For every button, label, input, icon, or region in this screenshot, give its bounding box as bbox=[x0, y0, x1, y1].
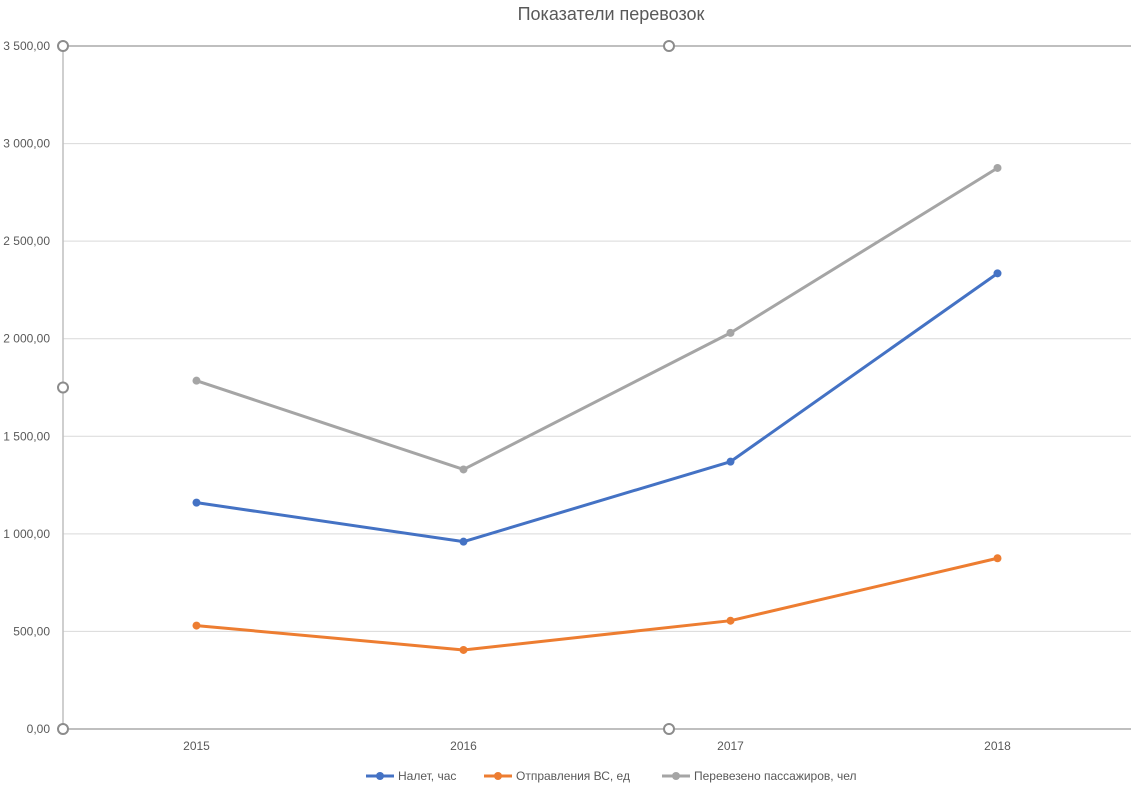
y-tick-label: 3 000,00 bbox=[3, 137, 50, 151]
resize-handle[interactable] bbox=[57, 40, 69, 52]
data-point bbox=[726, 457, 735, 466]
data-point bbox=[192, 498, 201, 507]
legend-label: Перевезено пассажиров, чел bbox=[694, 769, 856, 783]
resize-handle[interactable] bbox=[57, 723, 69, 735]
x-tick-label: 2016 bbox=[450, 739, 477, 753]
x-tick-label: 2015 bbox=[183, 739, 210, 753]
y-tick-label: 3 500,00 bbox=[3, 39, 50, 53]
data-point bbox=[459, 537, 468, 546]
x-axis-ticks: 2015 2016 2017 2018 bbox=[183, 739, 1011, 753]
y-tick-label: 500,00 bbox=[13, 624, 50, 638]
series-path bbox=[196, 272, 999, 544]
y-tick-label: 2 000,00 bbox=[3, 332, 50, 346]
series-path bbox=[196, 556, 998, 652]
data-point bbox=[459, 465, 468, 474]
legend-item: Налет, час bbox=[366, 769, 456, 783]
resize-handle[interactable] bbox=[663, 40, 675, 52]
data-point bbox=[459, 645, 468, 654]
data-point bbox=[993, 269, 1002, 278]
data-point bbox=[993, 163, 1002, 172]
series-group bbox=[192, 163, 1002, 654]
data-point bbox=[726, 328, 735, 337]
series-path bbox=[196, 166, 999, 471]
y-tick-label: 1 000,00 bbox=[3, 527, 50, 541]
legend-marker bbox=[494, 772, 502, 780]
y-tick-label: 0,00 bbox=[27, 722, 51, 736]
resize-handle[interactable] bbox=[663, 723, 675, 735]
legend-item: Перевезено пассажиров, чел bbox=[662, 769, 856, 783]
x-tick-label: 2017 bbox=[717, 739, 744, 753]
legend-label: Отправления ВС, ед bbox=[516, 769, 630, 783]
y-tick-label: 2 500,00 bbox=[3, 234, 50, 248]
y-tick-label: 1 500,00 bbox=[3, 429, 50, 443]
data-point bbox=[192, 621, 201, 630]
series-line bbox=[192, 269, 1002, 546]
legend-marker bbox=[672, 772, 680, 780]
series-line bbox=[192, 163, 1002, 474]
legend-label: Налет, час bbox=[398, 769, 456, 783]
chart-title: Показатели перевозок bbox=[518, 4, 705, 24]
data-point bbox=[993, 554, 1002, 563]
resize-handle[interactable] bbox=[57, 381, 69, 394]
series-line bbox=[192, 554, 1002, 654]
legend-item: Отправления ВС, ед bbox=[484, 769, 630, 783]
y-axis-ticks: 0,00 500,00 1 000,00 1 500,00 2 000,00 2 500,… bbox=[3, 39, 50, 736]
legend-marker bbox=[376, 772, 384, 780]
legend: Налет, час Отправления ВС, ед Перевезено п… bbox=[366, 769, 856, 783]
x-tick-label: 2018 bbox=[984, 739, 1011, 753]
data-point bbox=[726, 616, 735, 625]
data-point bbox=[192, 376, 201, 385]
selection-handles[interactable] bbox=[57, 40, 675, 735]
